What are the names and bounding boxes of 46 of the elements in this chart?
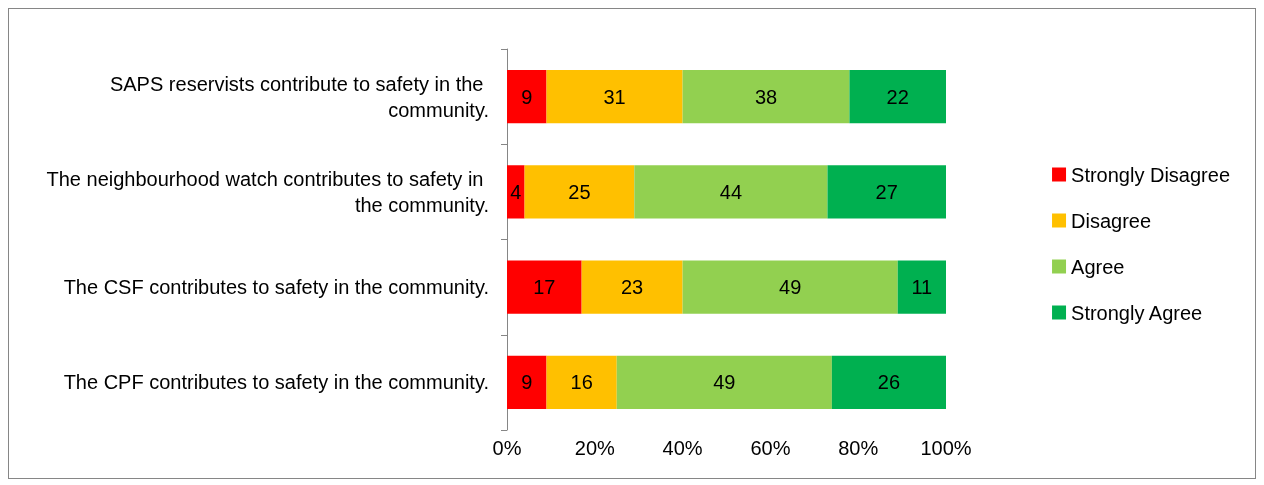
data-label: 9 bbox=[521, 85, 533, 108]
x-tick-label: 0% bbox=[492, 437, 522, 459]
legend-label: Strongly Agree bbox=[1071, 301, 1203, 324]
bar bbox=[827, 165, 946, 219]
x-tick-label: 100% bbox=[920, 437, 972, 459]
y-tick-label: SAPS reservists contribute to safety in the community. bbox=[109, 72, 489, 121]
data-label: 26 bbox=[877, 371, 901, 394]
bar bbox=[831, 355, 946, 410]
data-label: 38 bbox=[754, 85, 778, 108]
data-label: 9 bbox=[521, 371, 533, 394]
bar bbox=[682, 69, 850, 124]
bar bbox=[507, 260, 582, 314]
data-label: 25 bbox=[568, 180, 591, 203]
x-tick-label: 80% bbox=[838, 437, 879, 459]
data-label: 11 bbox=[911, 276, 933, 299]
bar bbox=[507, 165, 525, 219]
legend-label: Disagree bbox=[1071, 209, 1152, 232]
data-label: 49 bbox=[779, 276, 802, 299]
bar bbox=[524, 165, 635, 219]
bar bbox=[849, 69, 946, 124]
data-label: 17 bbox=[533, 276, 556, 299]
y-tick-label: The CPF contributes to safety in the community. bbox=[63, 371, 489, 394]
data-label: 44 bbox=[719, 180, 743, 203]
bar bbox=[581, 260, 683, 314]
data-label: 27 bbox=[875, 180, 898, 203]
x-tick-label: 60% bbox=[750, 437, 791, 459]
data-label: 22 bbox=[886, 85, 909, 108]
data-label: 16 bbox=[570, 371, 593, 394]
bar bbox=[682, 260, 898, 314]
bar bbox=[546, 355, 617, 410]
data-label: 49 bbox=[713, 371, 736, 394]
bar bbox=[634, 165, 828, 219]
data-label: 23 bbox=[620, 276, 644, 299]
bar bbox=[507, 69, 547, 124]
y-tick-label: The neighbourhood watch contributes to safety in the community. bbox=[46, 167, 489, 216]
data-label: 4 bbox=[510, 180, 522, 203]
x-tick-label: 20% bbox=[574, 437, 616, 459]
y-tick-label: The CSF contributes to safety in the community. bbox=[63, 276, 489, 299]
bar bbox=[897, 260, 946, 314]
bar bbox=[616, 355, 832, 410]
x-tick-label: 40% bbox=[662, 437, 703, 459]
legend-label: Agree bbox=[1071, 255, 1125, 278]
bar bbox=[507, 355, 547, 410]
data-label: 31 bbox=[603, 85, 626, 108]
legend-label: Strongly Disagree bbox=[1071, 163, 1230, 186]
bar bbox=[546, 69, 683, 124]
